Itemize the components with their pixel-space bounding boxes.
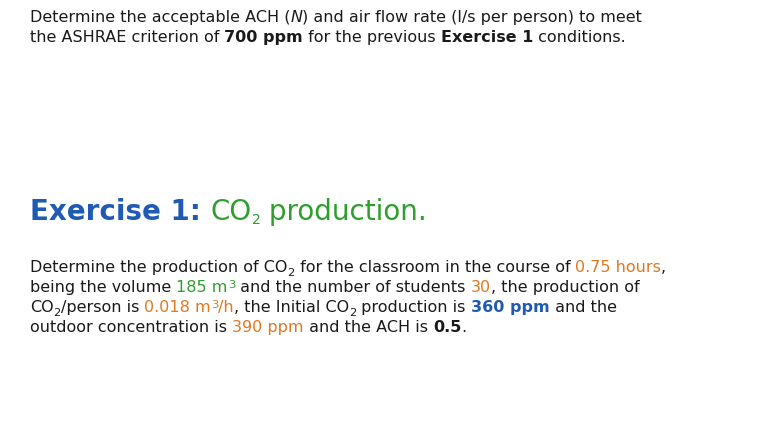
Text: 30: 30 — [471, 280, 490, 295]
Text: 360 ppm: 360 ppm — [471, 300, 549, 315]
Text: ) and air flow rate (l/s per person) to meet: ) and air flow rate (l/s per person) to … — [303, 10, 643, 25]
Text: being the volume: being the volume — [30, 280, 176, 295]
Text: 0.018 m: 0.018 m — [144, 300, 211, 315]
Text: 185 m: 185 m — [176, 280, 228, 295]
Text: production.: production. — [261, 198, 427, 226]
Text: .: . — [461, 320, 466, 335]
Text: 390 ppm: 390 ppm — [232, 320, 303, 335]
Text: Exercise 1:: Exercise 1: — [30, 198, 211, 226]
Text: for the previous: for the previous — [303, 30, 441, 45]
Text: 0.5: 0.5 — [432, 320, 461, 335]
Text: /person is: /person is — [61, 300, 144, 315]
Text: 700 ppm: 700 ppm — [225, 30, 303, 45]
Text: 0.75 hours: 0.75 hours — [575, 260, 662, 275]
Text: CO: CO — [211, 198, 251, 226]
Text: , the Initial CO: , the Initial CO — [234, 300, 349, 315]
Text: Determine the acceptable ACH (: Determine the acceptable ACH ( — [30, 10, 290, 25]
Text: production is: production is — [356, 300, 471, 315]
Text: the ASHRAE criterion of: the ASHRAE criterion of — [30, 30, 225, 45]
Text: conditions.: conditions. — [533, 30, 626, 45]
Text: ,: , — [662, 260, 666, 275]
Text: for the classroom in the course of: for the classroom in the course of — [295, 260, 575, 275]
Text: Exercise 1: Exercise 1 — [441, 30, 533, 45]
Text: 3: 3 — [228, 280, 235, 290]
Text: /h: /h — [219, 300, 234, 315]
Text: 2: 2 — [251, 212, 261, 226]
Text: CO: CO — [30, 300, 53, 315]
Text: and the: and the — [549, 300, 617, 315]
Text: 2: 2 — [349, 307, 356, 317]
Text: Determine the production of CO: Determine the production of CO — [30, 260, 287, 275]
Text: N: N — [290, 10, 303, 25]
Text: , the production of: , the production of — [490, 280, 639, 295]
Text: 2: 2 — [287, 268, 295, 277]
Text: outdoor concentration is: outdoor concentration is — [30, 320, 232, 335]
Text: and the number of students: and the number of students — [235, 280, 471, 295]
Text: 2: 2 — [53, 307, 61, 317]
Text: 3: 3 — [211, 300, 219, 310]
Text: and the ACH is: and the ACH is — [303, 320, 432, 335]
